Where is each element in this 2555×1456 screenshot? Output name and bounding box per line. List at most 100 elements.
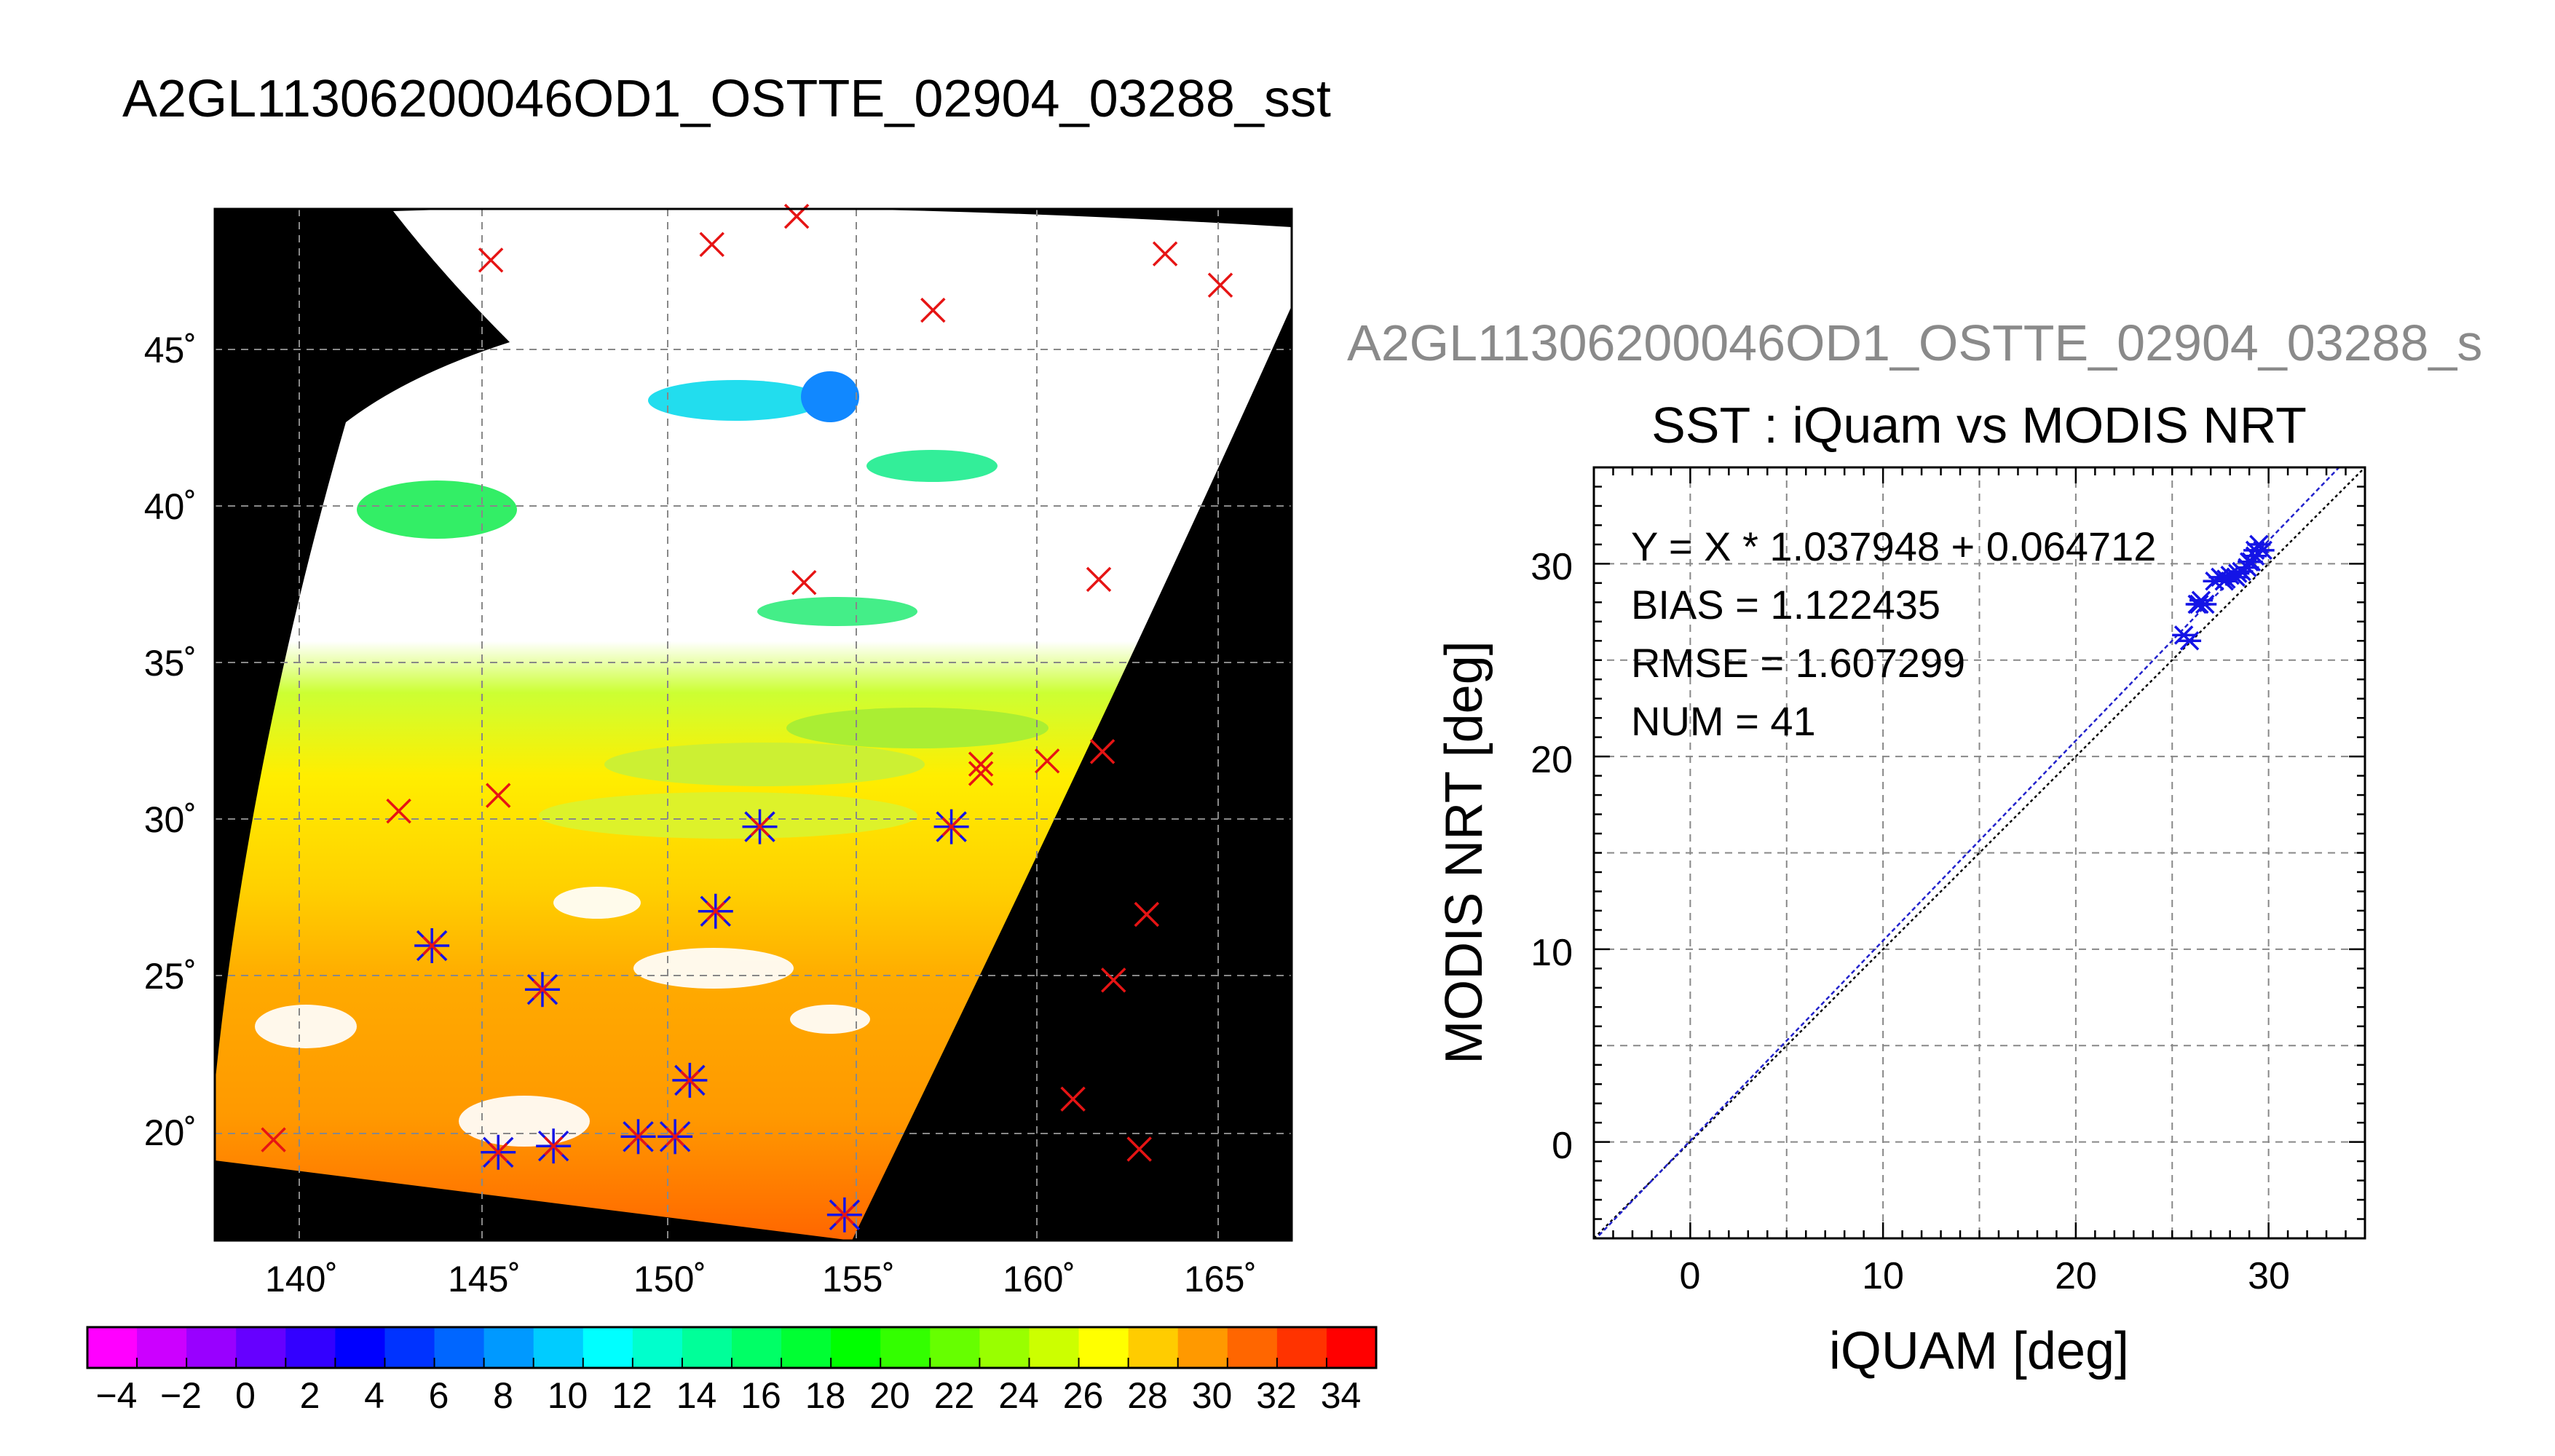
one-to-one-line (1594, 467, 2365, 1238)
colorbar-swatch (1276, 1327, 1327, 1368)
buoy-marker (968, 761, 994, 786)
y-tick-label: 0 (1552, 1125, 1573, 1167)
map-markers (261, 203, 1233, 1233)
colorbar-label: 20 (869, 1375, 910, 1416)
sst-patches (357, 371, 1049, 839)
buoy-marker (1034, 748, 1060, 774)
x-tick-label: 20 (2055, 1255, 2097, 1297)
x-tick-label: 10 (1862, 1255, 1904, 1297)
colorbar-swatch (1227, 1327, 1278, 1368)
buoy-marker (791, 569, 817, 596)
colorbar-labels: −4 −2 0 2 4 6 8 10 12 14 16 18 20 22 24 26 28 30 32 34 (95, 1375, 1361, 1416)
scatter-x-tick-labels: 0 10 20 30 (1680, 1255, 2290, 1297)
buoy-marker (920, 297, 946, 323)
scatter-point (2212, 571, 2236, 591)
y-axis-label: MODIS NRT [deg] (1435, 641, 1493, 1064)
buoy-marker (968, 751, 994, 777)
buoy-marker (1134, 901, 1160, 927)
colorbar-label: −4 (95, 1375, 137, 1416)
x-tick-label: 150˚ (633, 1259, 706, 1299)
match-marker-center (706, 901, 726, 921)
num-value: NUM = 41 (1631, 698, 1816, 744)
fit-equation: Y = X * 1.037948 + 0.064712 (1631, 523, 2156, 569)
x-tick-label: 140˚ (265, 1259, 338, 1299)
colorbar-swatch (732, 1327, 783, 1368)
match-marker-center (750, 817, 770, 836)
colorbar (87, 1327, 1377, 1368)
colorbar-swatch (384, 1327, 435, 1368)
colorbar-swatch (831, 1327, 882, 1368)
colorbar-label: 26 (1063, 1375, 1104, 1416)
scatter-subtitle: A2GL11306200046OD1_OSTTE_02904_03288_s (1347, 314, 2482, 371)
colorbar-swatch (583, 1327, 633, 1368)
y-tick-label: 30 (1531, 546, 1573, 588)
colorbar-label: 34 (1321, 1375, 1362, 1416)
scatter-point (2226, 563, 2250, 583)
x-tick-label: 155˚ (822, 1259, 895, 1299)
y-tick-label: 35˚ (144, 643, 197, 684)
match-marker-center (628, 1127, 648, 1147)
colorbar-swatch (236, 1327, 287, 1368)
colorbar-label: 2 (300, 1375, 320, 1416)
match-marker-center (834, 1205, 855, 1225)
y-tick-label: 40˚ (144, 486, 197, 527)
buoy-marker (1152, 241, 1178, 266)
x-tick-label: 0 (1680, 1255, 1701, 1297)
scatter-point (2178, 631, 2202, 651)
colorbar-swatch (186, 1327, 237, 1368)
x-axis-label: iQUAM [deg] (1829, 1322, 2129, 1380)
match-marker-center (665, 1127, 685, 1147)
match-marker-center (543, 1136, 564, 1156)
colorbar-label: 10 (548, 1375, 588, 1416)
buoy-marker (486, 783, 511, 808)
colorbar-swatch (483, 1327, 534, 1368)
map-frame (213, 207, 1293, 1242)
colorbar-label: 6 (429, 1375, 449, 1416)
buoy-marker (386, 798, 411, 824)
colorbar-swatch (434, 1327, 485, 1368)
x-tick-label: 165˚ (1184, 1259, 1257, 1299)
colorbar-label: 8 (493, 1375, 513, 1416)
buoy-marker (1086, 566, 1112, 593)
colorbar-label: 12 (612, 1375, 652, 1416)
colorbar-label: 30 (1192, 1375, 1233, 1416)
y-tick-label: 45˚ (144, 330, 197, 371)
y-tick-label: 20 (1531, 739, 1573, 781)
x-tick-label: 30 (2248, 1255, 2290, 1297)
buoy-marker (1089, 739, 1115, 764)
colorbar-swatch (1128, 1327, 1179, 1368)
colorbar-swatch (880, 1327, 931, 1368)
colorbar-swatch (930, 1327, 981, 1368)
y-tick-label: 30˚ (144, 799, 197, 840)
buoy-marker (1126, 1136, 1152, 1162)
colorbar-label: −2 (160, 1375, 202, 1416)
colorbar-swatch (1326, 1327, 1377, 1368)
scatter-gridlines (1594, 467, 2365, 1238)
colorbar-swatch (137, 1327, 188, 1368)
colorbar-label: 0 (235, 1375, 256, 1416)
colorbar-swatch (1029, 1327, 1080, 1368)
y-tick-label: 20˚ (144, 1112, 197, 1153)
colorbar-label: 28 (1127, 1375, 1168, 1416)
colorbar-swatch (285, 1327, 336, 1368)
main-title: A2GL11306200046OD1_OSTTE_02904_03288_sst (122, 70, 1331, 128)
scatter-plot (1592, 466, 2366, 1240)
colorbar-label: 16 (741, 1375, 781, 1416)
scatter-stats: Y = X * 1.037948 + 0.064712 BIAS = 1.122… (1631, 523, 2156, 744)
scatter-y-tick-labels: 0 10 20 30 (1531, 546, 1573, 1167)
bias-value: BIAS = 1.122435 (1631, 582, 1940, 628)
rmse-value: RMSE = 1.607299 (1631, 640, 1965, 686)
buoy-marker (699, 232, 724, 258)
scatter-title: SST : iQuam vs MODIS NRT (1651, 397, 2307, 454)
colorbar-label: 18 (805, 1375, 846, 1416)
colorbar-label: 22 (934, 1375, 975, 1416)
y-tick-label: 10 (1531, 932, 1573, 974)
colorbar-swatch (87, 1327, 138, 1368)
colorbar-swatch (533, 1327, 584, 1368)
map-gridlines (215, 209, 1292, 1241)
colorbar-swatch (1078, 1327, 1129, 1368)
buoy-marker (1060, 1086, 1086, 1112)
x-tick-label: 145˚ (448, 1259, 521, 1299)
scatter-frame (1592, 466, 2366, 1240)
